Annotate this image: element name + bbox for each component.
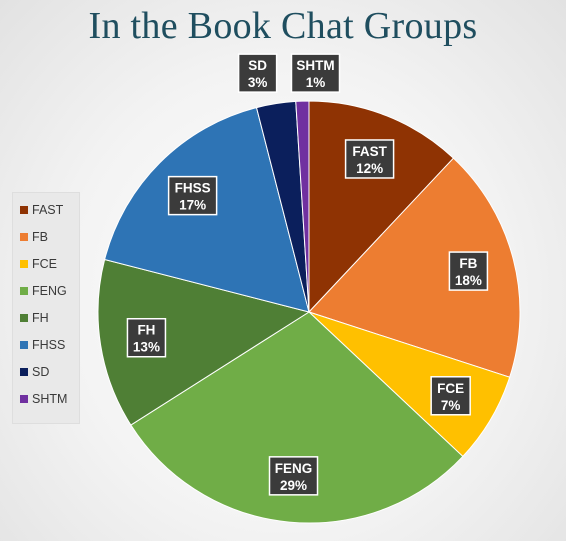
- data-label-box: [344, 139, 395, 179]
- data-label-category: SHTM: [296, 58, 334, 73]
- data-label-category: FH: [137, 323, 155, 338]
- data-label-box: [430, 376, 471, 416]
- legend-label: FHSS: [32, 338, 66, 352]
- data-label-category: FHSS: [175, 181, 211, 196]
- legend-item-shtm: SHTM: [20, 392, 67, 406]
- data-label-feng: FENG 29%: [268, 456, 319, 496]
- data-label-value: 18%: [455, 273, 482, 288]
- legend-label: FCE: [32, 257, 57, 271]
- data-label-category: FENG: [275, 461, 313, 476]
- legend-label: FENG: [32, 284, 67, 298]
- legend-label: FH: [32, 311, 49, 325]
- legend-swatch: [20, 368, 28, 376]
- pie-slice-shtm: [295, 100, 310, 313]
- legend-item-fb: FB: [20, 230, 48, 244]
- data-label-box: [448, 251, 489, 291]
- legend-label: FB: [32, 230, 48, 244]
- data-label-shtm: SHTM 1%: [290, 53, 341, 93]
- chart-title: In the Book Chat Groups: [88, 5, 478, 47]
- data-label-category: SD: [248, 58, 267, 73]
- legend-item-fce: FCE: [20, 257, 57, 271]
- legend-swatch: [20, 287, 28, 295]
- chart-legend: FAST FB FCE FENG FH FHSS SD SHTM: [12, 192, 80, 424]
- legend-item-sd: SD: [20, 365, 49, 379]
- data-label-category: FCE: [437, 381, 464, 396]
- pie-slice-fb: [308, 157, 521, 378]
- data-label-category: FAST: [352, 144, 387, 159]
- data-label-fb: FB 18%: [448, 251, 489, 291]
- data-label-category: FB: [459, 256, 477, 271]
- pie-slice-fh: [97, 258, 311, 426]
- data-label-box: [126, 317, 167, 358]
- data-label-fce: FCE 7%: [430, 376, 471, 416]
- data-label-fast: FAST 12%: [344, 139, 395, 179]
- legend-label: SD: [32, 365, 50, 379]
- legend-swatch: [20, 260, 28, 268]
- legend-label: FAST: [32, 203, 64, 217]
- legend-item-fh: FH: [20, 311, 49, 325]
- legend-swatch: [20, 206, 28, 214]
- data-label-value: 12%: [356, 161, 383, 176]
- data-label-box: [290, 53, 341, 93]
- legend-item-feng: FENG: [20, 284, 67, 298]
- legend-label: SHTM: [32, 392, 68, 406]
- legend-swatch: [20, 341, 28, 349]
- legend-swatch: [20, 233, 28, 241]
- data-label-sd: SD 3%: [237, 53, 278, 93]
- legend-item-fast: FAST: [20, 203, 63, 217]
- legend-swatch: [20, 395, 28, 403]
- data-label-value: 29%: [280, 478, 307, 493]
- legend-swatch: [20, 314, 28, 322]
- data-label-value: 1%: [306, 75, 326, 90]
- data-label-fhss: FHSS 17%: [167, 175, 218, 216]
- data-label-box: [237, 53, 278, 93]
- data-label-fh: FH 13%: [126, 317, 167, 358]
- data-label-value: 7%: [441, 398, 461, 413]
- pie-slice-feng: [130, 311, 464, 524]
- data-label-box: [167, 175, 218, 216]
- data-label-value: 17%: [179, 198, 206, 213]
- data-label-box: [268, 456, 319, 496]
- legend-item-fhss: FHSS: [20, 338, 65, 352]
- data-label-value: 13%: [133, 340, 160, 355]
- data-label-value: 3%: [248, 75, 268, 90]
